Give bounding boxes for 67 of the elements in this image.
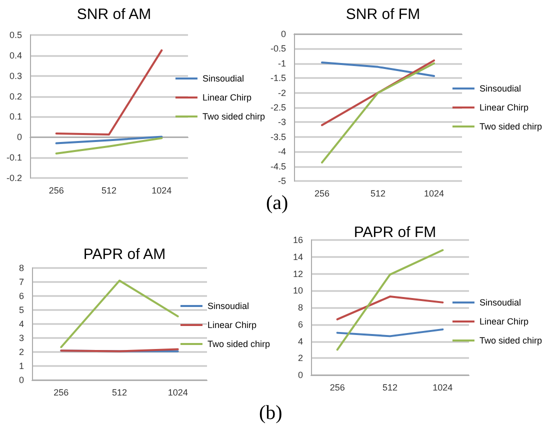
legend-label: Two sided chirp [202, 112, 265, 122]
y-tick-label: 16 [292, 235, 303, 245]
y-tick-label: 0 [298, 370, 303, 380]
y-tick-label: 12 [292, 268, 303, 279]
y-tick-label: 2 [18, 347, 24, 357]
legend-label: Two sided chirp [207, 339, 270, 349]
chart-title: SNR of FM [346, 6, 420, 23]
y-tick-label: -2 [278, 88, 286, 98]
y-tick-label: 0.1 [9, 112, 22, 122]
y-tick-label: 8 [18, 263, 24, 273]
x-tick-label: 256 [48, 186, 64, 196]
y-tick-label: 0 [16, 132, 22, 142]
y-tick-label: -4.5 [270, 161, 286, 172]
y-tick-label: 0.4 [9, 50, 22, 60]
y-tick-label: -1 [278, 58, 286, 68]
x-tick-label: 512 [370, 188, 386, 198]
legend-label: Linear Chirp [202, 92, 252, 102]
x-tick-label: 1024 [424, 188, 444, 198]
x-tick-label: 1024 [432, 382, 453, 392]
y-tick-label: 5 [18, 305, 24, 315]
x-tick-label: 256 [330, 382, 345, 392]
y-tick-label: -1.5 [270, 73, 286, 84]
y-tick-label: -4 [278, 146, 286, 157]
y-tick-label: 4 [18, 319, 24, 329]
text: (a) [266, 192, 288, 214]
x-tick-label: 256 [314, 188, 330, 198]
y-tick-label: 2 [298, 353, 303, 364]
y-tick-label: -0.5 [270, 44, 286, 54]
y-tick-label: 0.2 [9, 91, 22, 102]
legend-label: Linear Chirp [479, 316, 528, 326]
legend-label: Two sided chirp [479, 122, 542, 132]
x-tick-label: 512 [112, 388, 128, 398]
y-tick-label: 6 [18, 291, 24, 301]
y-tick-label: 10 [292, 286, 303, 296]
y-tick-label: 7 [18, 277, 24, 287]
legend-label: Linear Chirp [207, 320, 256, 330]
x-tick-label: 256 [54, 388, 69, 398]
x-tick-label: 1024 [152, 186, 172, 196]
y-tick-label: 1 [18, 361, 24, 371]
legend-label: Sinsoudial [479, 298, 521, 308]
legend-label: Linear Chirp [479, 102, 528, 112]
y-tick-label: 0 [18, 375, 24, 385]
y-tick-label: 3 [18, 333, 24, 343]
y-tick-label: -3 [278, 117, 286, 128]
y-tick-label: 4 [298, 336, 303, 346]
y-tick-label: 0.5 [9, 30, 22, 40]
y-tick-label: 14 [292, 252, 303, 262]
y-tick-label: 8 [298, 302, 303, 312]
x-tick-label: 1024 [168, 388, 188, 398]
chart-title: PAPR of FM [354, 224, 436, 241]
y-tick-label: -0.2 [6, 173, 22, 183]
y-tick-label: -3.5 [270, 132, 286, 142]
x-tick-label: 512 [101, 186, 117, 196]
y-tick-label: 0 [280, 29, 286, 39]
y-tick-label: -0.1 [6, 152, 22, 163]
legend-label: Sinsoudial [207, 301, 249, 311]
x-tick-label: 512 [382, 382, 398, 392]
legend-label: Sinsoudial [479, 84, 521, 94]
y-tick-label: 0.3 [9, 70, 22, 81]
legend-label: Sinsoudial [202, 74, 244, 84]
legend-label: Two sided chirp [479, 336, 542, 346]
chart-title: SNR of AM [76, 6, 152, 23]
text: (b) [259, 402, 282, 424]
chart-title: PAPR of AM [83, 246, 166, 263]
y-tick-label: -2.5 [270, 102, 286, 112]
y-tick-label: -5 [278, 176, 286, 186]
y-tick-label: 6 [298, 319, 303, 330]
